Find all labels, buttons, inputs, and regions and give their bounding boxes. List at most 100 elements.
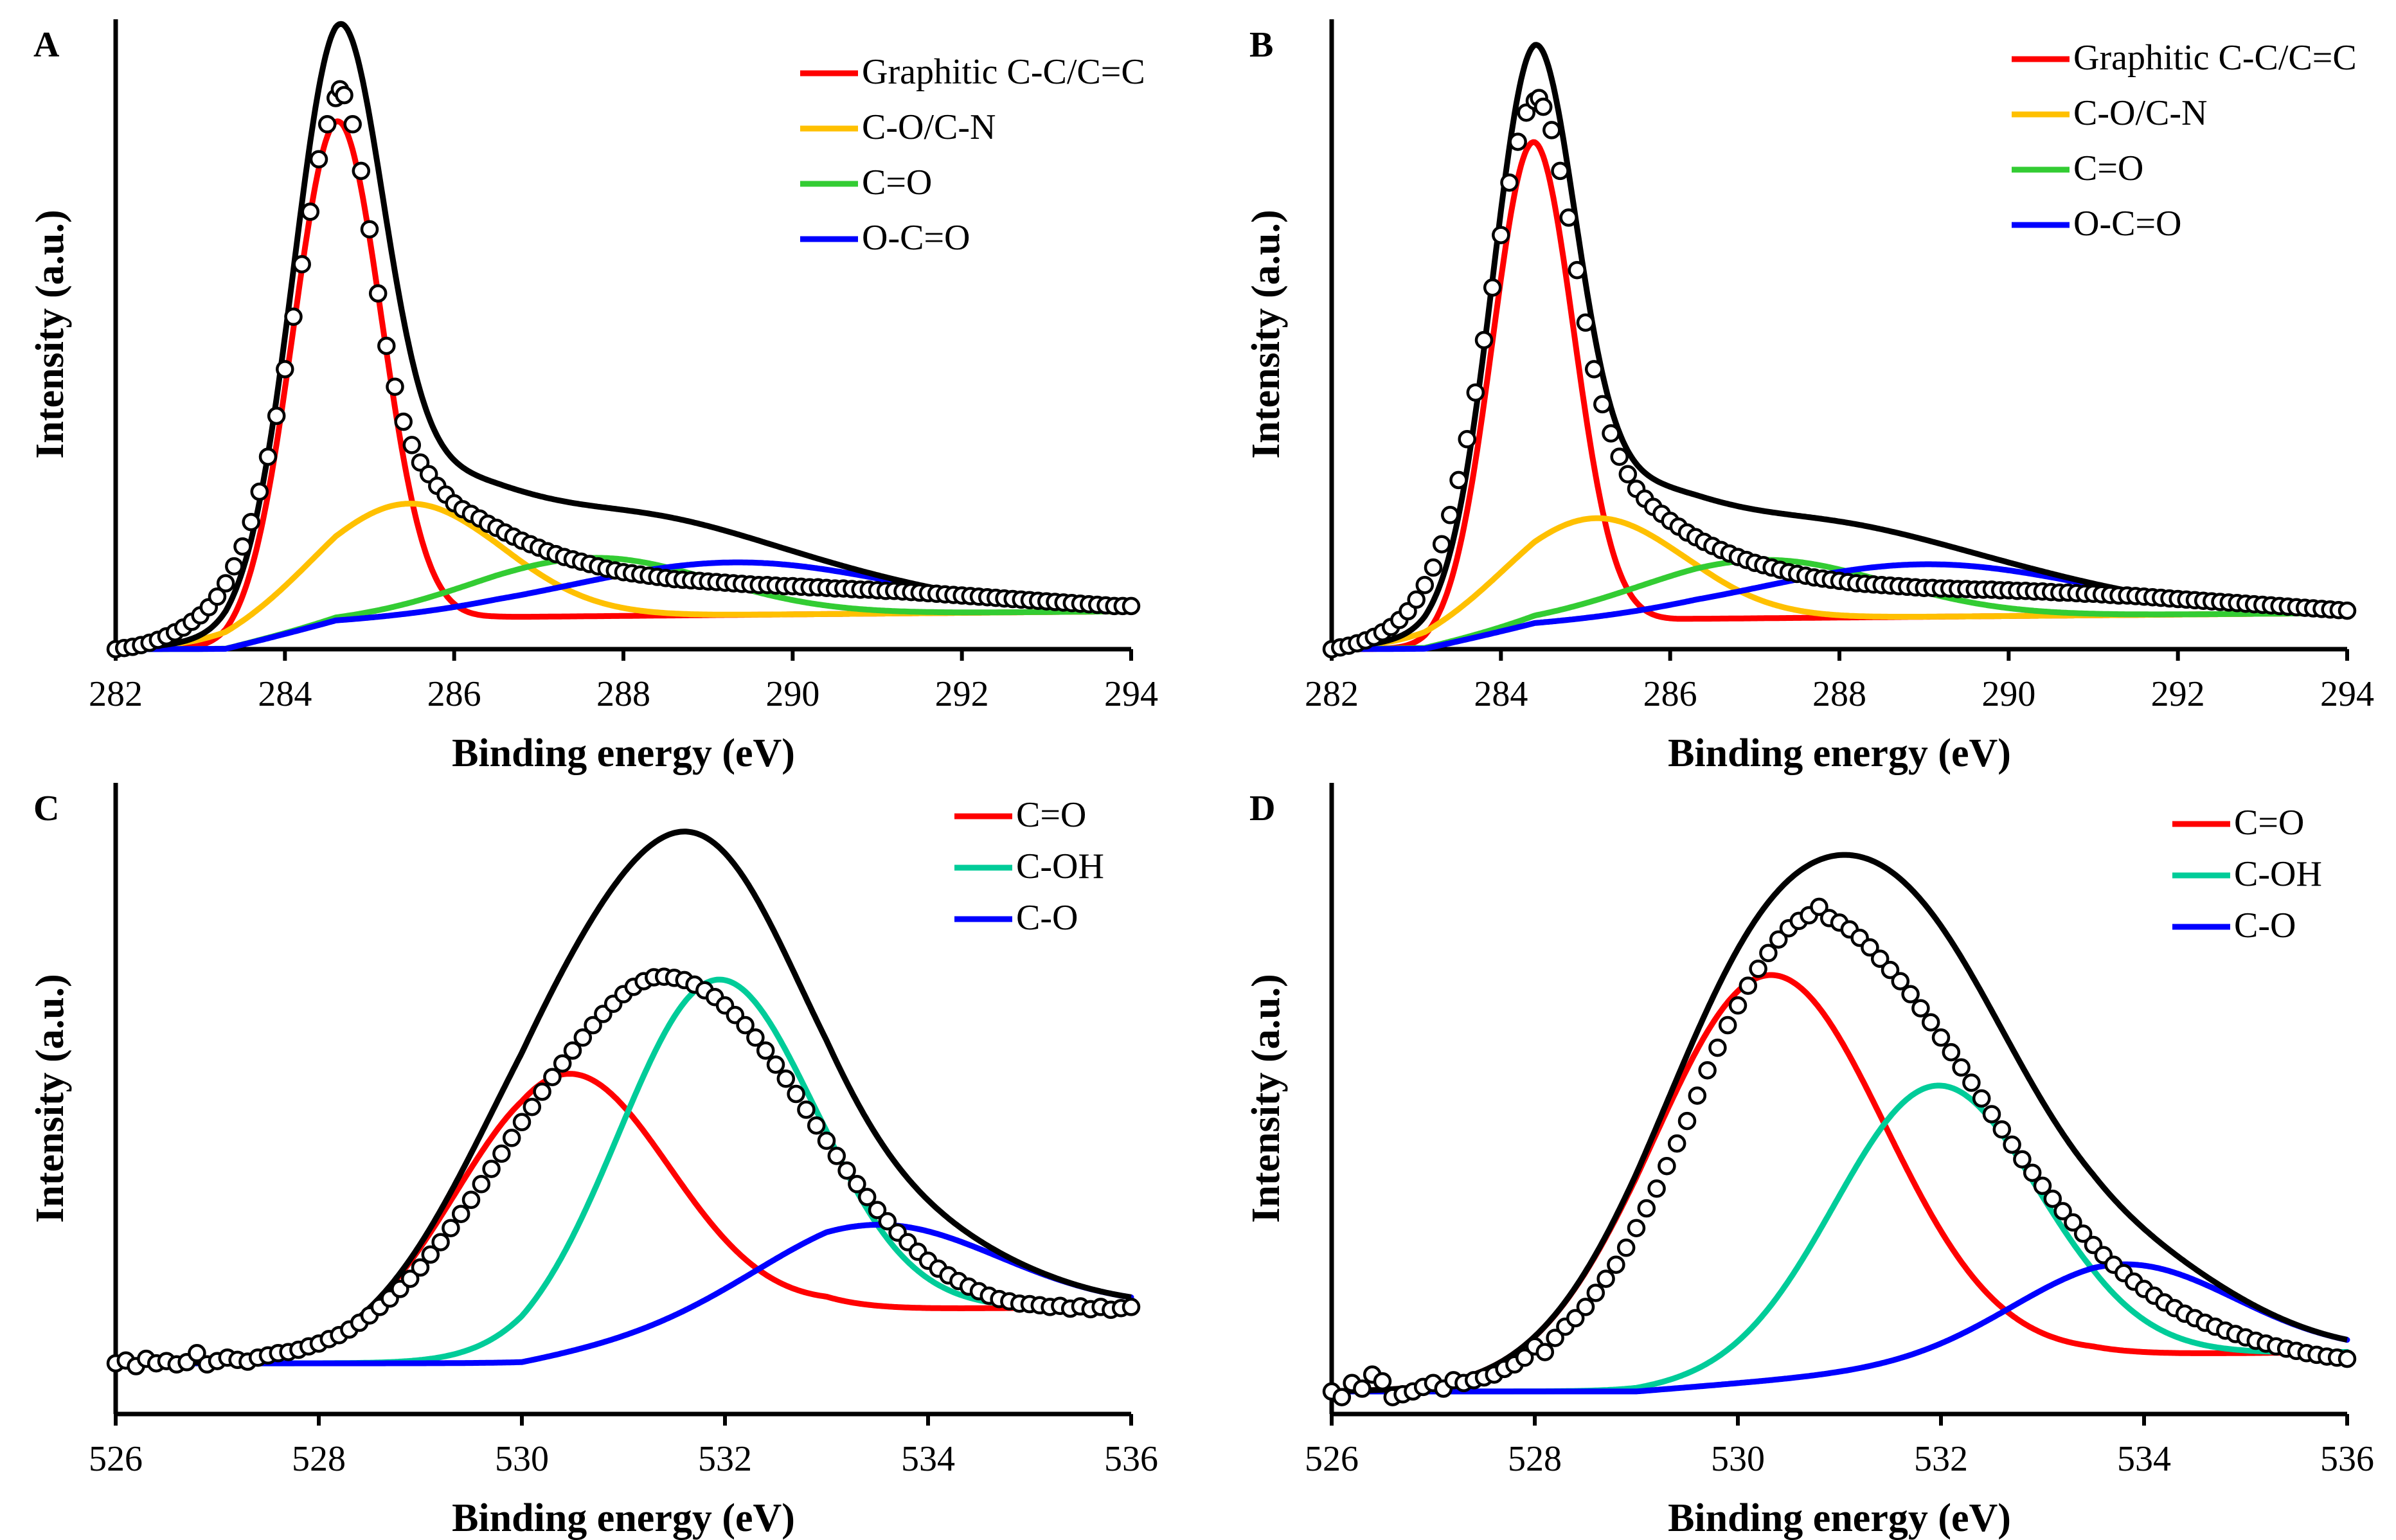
data-point [1627, 1219, 1646, 1237]
x-tick-label: 290 [1981, 674, 2035, 714]
legend-label: Graphitic C-C/C=C [862, 52, 1145, 92]
data-point [2033, 1176, 2052, 1195]
x-axis-title: Binding energy (eV) [452, 1496, 795, 1540]
panel-a: A 282 284 286 288 290 292 294 Binding energy (eV… [28, 19, 1158, 775]
fit-line-c-o [112, 1222, 1134, 1366]
data-point [352, 161, 371, 181]
data-point [1982, 1105, 2001, 1124]
data-point [1353, 1379, 1372, 1398]
data-point [1616, 1239, 1636, 1257]
x-tick-label: 530 [1711, 1439, 1765, 1479]
data-point [250, 482, 269, 501]
data-point [848, 1175, 866, 1194]
panel-letter: D [1249, 789, 1275, 828]
x-tick-label: 528 [1508, 1439, 1562, 1479]
legend-label: Graphitic C-C/C=C [2073, 38, 2357, 78]
x-tick-label: 288 [1812, 674, 1866, 714]
data-point [1492, 226, 1510, 244]
panel-letter: A [33, 25, 60, 65]
data-point [1610, 447, 1629, 466]
data-point [553, 1054, 572, 1073]
data-point [1596, 1269, 1615, 1288]
data-point [242, 512, 260, 532]
panel-letter: C [33, 789, 59, 828]
x-axis-title: Binding energy (eV) [452, 731, 795, 775]
data-point [343, 115, 362, 134]
legend-label: C-O/C-N [862, 107, 996, 147]
data-point [317, 115, 337, 134]
data-point [472, 1175, 491, 1194]
data-point [292, 255, 311, 274]
data-point [573, 1028, 593, 1047]
data-point [1551, 161, 1569, 181]
data-point [411, 1258, 430, 1277]
data-point [2073, 1224, 2093, 1243]
data-point [736, 1016, 755, 1035]
y-axis-title: Intensity (a.u.) [1244, 974, 1288, 1223]
x-axis-title: Binding energy (eV) [1668, 731, 2011, 775]
legend: Graphitic C-C/C=C C-O/C-N C=O O-C=O [2012, 38, 2357, 244]
data-point [1749, 960, 1767, 978]
x-tick-label: 284 [1474, 674, 1528, 714]
data-point [1962, 1073, 1981, 1092]
panel-d: D 526 528 530 532 534 536 Binding energy (eV) In… [1244, 783, 2374, 1540]
data-point [817, 1131, 836, 1151]
data-point [1637, 1199, 1656, 1218]
data-point [368, 284, 388, 303]
data-point [1122, 596, 1141, 616]
x-tick-label: 294 [2320, 674, 2374, 714]
data-point [1533, 97, 1553, 116]
data-point [1942, 1043, 1961, 1062]
legend-label: C=O [862, 163, 932, 202]
data-point [225, 557, 244, 576]
legend-label: C-OH [2234, 854, 2322, 894]
data-point [1667, 1134, 1686, 1153]
data-point [1708, 1038, 1727, 1057]
data-point [1688, 1086, 1707, 1105]
data-point [335, 85, 353, 105]
data-point [1618, 465, 1638, 484]
y-axis-title: Intensity (a.u.) [28, 974, 72, 1223]
data-point [1593, 395, 1612, 414]
data-point [1483, 278, 1502, 297]
x-tick-label: 528 [292, 1439, 346, 1479]
data-point [1607, 1255, 1625, 1274]
x-tick-label: 282 [89, 674, 143, 714]
data-point [756, 1041, 775, 1060]
data-point [2064, 1213, 2082, 1232]
y-axis-title: Intensity (a.u.) [28, 210, 72, 459]
fit-line-c-oh [1328, 1082, 2350, 1395]
data-point [1677, 1111, 1697, 1131]
data-point [807, 1116, 826, 1135]
data-point [1952, 1058, 1971, 1077]
legend-label: O-C=O [2073, 204, 2181, 244]
legend-label: O-C=O [862, 218, 970, 258]
data-point [258, 447, 278, 466]
data-point [1718, 1016, 1737, 1035]
data-point [533, 1082, 551, 1101]
data-point [1891, 972, 1910, 990]
data-point [878, 1212, 897, 1231]
data-point [451, 1204, 470, 1223]
data-point [1647, 1179, 1666, 1198]
data-point [267, 406, 286, 425]
data-point [2013, 1150, 2032, 1168]
data-point [276, 360, 294, 379]
data-point [1441, 506, 1460, 524]
data-point [787, 1084, 805, 1104]
data-point [1861, 938, 1879, 957]
data-point [400, 1269, 420, 1288]
data-point [1546, 1329, 1564, 1347]
data-point [766, 1055, 785, 1074]
panel-b: B 282 284 286 288 290 292 294 Binding energy (eV… [1244, 19, 2374, 775]
data-point [1921, 1013, 1940, 1032]
data-point [523, 1097, 542, 1116]
data-point [1870, 949, 1890, 968]
data-point [1566, 1309, 1585, 1328]
x-tick-label: 532 [1914, 1439, 1968, 1479]
data-point [1415, 575, 1435, 595]
data-point [837, 1161, 856, 1180]
data-point [1769, 930, 1788, 949]
data-point [1911, 999, 1930, 1017]
